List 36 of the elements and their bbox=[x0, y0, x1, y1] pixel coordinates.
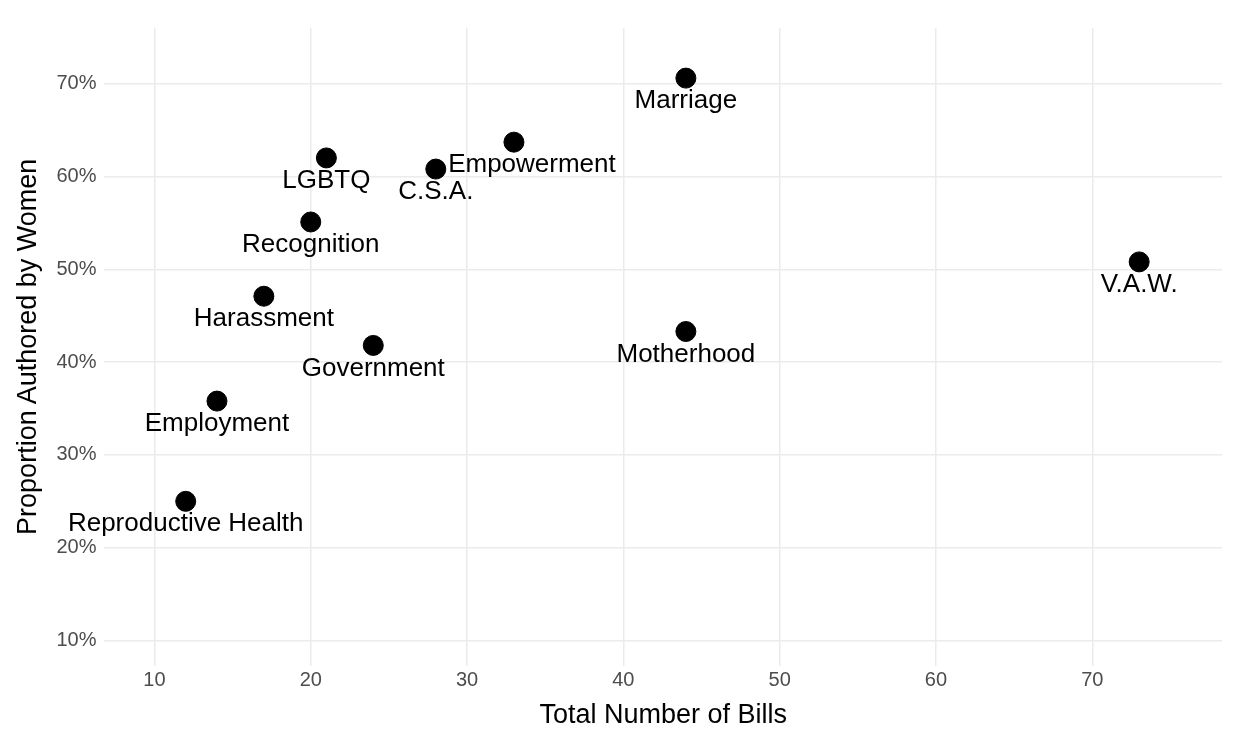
x-tick-label: 20 bbox=[299, 668, 322, 691]
annotation: Marriage bbox=[634, 84, 738, 115]
point bbox=[300, 211, 322, 233]
annotation: Motherhood bbox=[616, 337, 756, 368]
y-tick-label: 30% bbox=[56, 442, 97, 465]
annotation: Recognition bbox=[242, 228, 380, 259]
annotation: V.A.W. bbox=[1100, 268, 1178, 299]
x-tick-label: 10 bbox=[143, 668, 166, 691]
y-axis-title: Proportion Authored by Women bbox=[11, 158, 42, 535]
point bbox=[175, 490, 197, 512]
point bbox=[362, 334, 384, 356]
y-tick-label: 60% bbox=[56, 164, 97, 187]
x-tick-label: 30 bbox=[455, 668, 479, 691]
annotation: Harassment bbox=[193, 302, 335, 333]
point bbox=[1128, 251, 1150, 273]
annotation: LGBTQ bbox=[282, 164, 371, 195]
y-tick-label: 50% bbox=[56, 256, 97, 279]
x-tick-label: 60 bbox=[924, 668, 948, 691]
y-tick-label: 10% bbox=[56, 628, 97, 651]
y-tick-label: 20% bbox=[56, 535, 97, 558]
point bbox=[206, 390, 228, 412]
x-tick-label: 50 bbox=[768, 668, 791, 691]
point bbox=[315, 147, 337, 169]
point bbox=[503, 131, 525, 153]
x-tick-label: 70 bbox=[1081, 668, 1104, 691]
point bbox=[253, 285, 275, 307]
annotation: Employment bbox=[144, 407, 290, 438]
x-axis-title: Total Number of Bills bbox=[539, 699, 788, 730]
point bbox=[425, 158, 447, 180]
x-tick-label: 40 bbox=[612, 668, 635, 691]
annotation: Reproductive Health bbox=[67, 507, 304, 538]
y-tick-label: 40% bbox=[56, 349, 97, 372]
point bbox=[675, 67, 697, 89]
annotation: Government bbox=[301, 351, 446, 382]
point bbox=[675, 320, 697, 342]
y-tick-label: 70% bbox=[56, 71, 97, 94]
